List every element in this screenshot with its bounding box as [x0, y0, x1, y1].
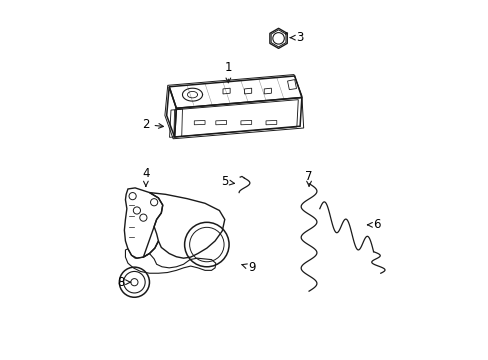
Text: 5: 5 — [221, 175, 234, 188]
Text: 2: 2 — [142, 118, 163, 131]
Text: 7: 7 — [305, 170, 312, 186]
Text: 1: 1 — [224, 60, 232, 83]
Text: 6: 6 — [366, 218, 380, 231]
Text: 8: 8 — [117, 276, 130, 289]
Text: 4: 4 — [142, 167, 149, 186]
Text: 3: 3 — [290, 31, 303, 44]
Text: 9: 9 — [242, 261, 255, 274]
